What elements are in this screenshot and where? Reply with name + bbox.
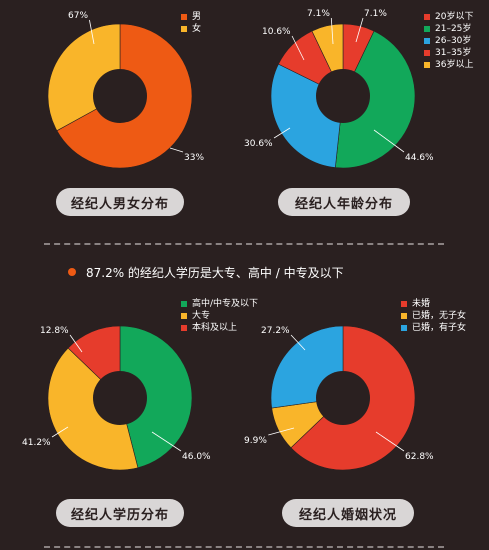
legend-item: 已婚，无子女 [401, 310, 466, 322]
headline: 87.2% 的经纪人学历是大专、高中 / 中专及以下 [68, 263, 344, 281]
data-label: 27.2% [261, 326, 290, 336]
legend-label: 26–30岁 [435, 36, 472, 46]
leader-line [290, 334, 306, 351]
legend-item: 本科及以上 [181, 322, 258, 334]
donut-hole [93, 69, 147, 123]
legend-label: 21–25岁 [435, 24, 472, 34]
legend-label: 女 [192, 24, 202, 34]
legend-swatch [424, 14, 430, 20]
divider-bottom [44, 546, 444, 548]
headline-bullet [68, 268, 76, 276]
leader-line [291, 35, 305, 61]
legend-swatch [181, 26, 187, 32]
slice-高中/中专及以下 [119, 325, 193, 469]
legend-label: 已婚，有子女 [412, 323, 467, 333]
data-label: 33% [184, 153, 204, 163]
legend-item: 20岁以下 [424, 11, 473, 23]
legend-label: 已婚，无子女 [412, 311, 467, 321]
leader-line [273, 127, 291, 139]
data-label: 62.8% [405, 452, 434, 462]
legend-swatch [401, 313, 407, 319]
divider-middle [44, 243, 444, 245]
data-label: 44.6% [405, 153, 434, 163]
data-label: 10.6% [262, 27, 291, 37]
legend-item: 大专 [181, 310, 258, 322]
legend-item: 31–35岁 [424, 47, 473, 59]
legend-swatch [424, 26, 430, 32]
legend-swatch [181, 325, 187, 331]
data-label: 12.8% [40, 326, 69, 336]
legend-label: 大专 [192, 311, 211, 321]
donut-hole [93, 371, 147, 425]
legend-label: 36岁以上 [435, 60, 474, 70]
legend-item: 26–30岁 [424, 35, 473, 47]
data-label: 9.9% [244, 436, 267, 446]
caption-education: 经纪人学历分布 [56, 499, 184, 527]
leader-line [151, 431, 182, 452]
legend-gender: 男 女 [181, 11, 201, 35]
legend-swatch [424, 62, 430, 68]
leader-line [169, 147, 184, 153]
leader-line [89, 19, 95, 45]
legend-age: 20岁以下 21–25岁 26–30岁 31–35岁 36岁以上 [424, 11, 473, 71]
leader-line [268, 427, 295, 436]
legend-swatch [181, 313, 187, 319]
legend-item: 21–25岁 [424, 23, 473, 35]
legend-item: 未婚 [401, 298, 466, 310]
legend-item: 已婚，有子女 [401, 322, 466, 334]
headline-text: 87.2% 的经纪人学历是大专、高中 / 中专及以下 [86, 265, 344, 280]
legend-marital: 未婚 已婚，无子女 已婚，有子女 [401, 298, 466, 334]
leader-line [51, 426, 69, 438]
legend-label: 本科及以上 [192, 323, 238, 333]
slice-大专 [47, 347, 139, 471]
caption-age: 经纪人年龄分布 [278, 188, 410, 216]
data-label: 7.1% [307, 9, 330, 19]
leader-line [355, 17, 364, 43]
data-label: 7.1% [364, 9, 387, 19]
donut-hole [316, 371, 370, 425]
legend-label: 20岁以下 [435, 12, 474, 22]
data-label: 41.2% [22, 438, 51, 448]
leader-line [330, 17, 334, 45]
legend-swatch [401, 325, 407, 331]
slice-21–25岁 [334, 30, 416, 169]
legend-swatch [181, 14, 187, 20]
legend-item: 男 [181, 11, 201, 23]
leader-line [373, 129, 405, 153]
legend-item: 高中/中专及以下 [181, 298, 258, 310]
legend-swatch [424, 50, 430, 56]
legend-label: 31–35岁 [435, 48, 472, 58]
caption-marital: 经纪人婚姻状况 [282, 499, 414, 527]
legend-item: 女 [181, 23, 201, 35]
leader-line [69, 334, 83, 353]
legend-label: 高中/中专及以下 [192, 299, 259, 309]
data-label: 46.0% [182, 452, 211, 462]
legend-label: 男 [192, 12, 202, 22]
legend-item: 36岁以上 [424, 59, 473, 71]
data-label: 30.6% [244, 139, 273, 149]
legend-swatch [181, 301, 187, 307]
legend-label: 未婚 [412, 299, 431, 309]
leader-line [375, 431, 405, 452]
legend-swatch [424, 38, 430, 44]
data-label: 67% [68, 11, 88, 21]
donut-hole [316, 69, 370, 123]
caption-gender: 经纪人男女分布 [56, 188, 184, 216]
legend-education: 高中/中专及以下 大专 本科及以上 [181, 298, 258, 334]
legend-swatch [401, 301, 407, 307]
